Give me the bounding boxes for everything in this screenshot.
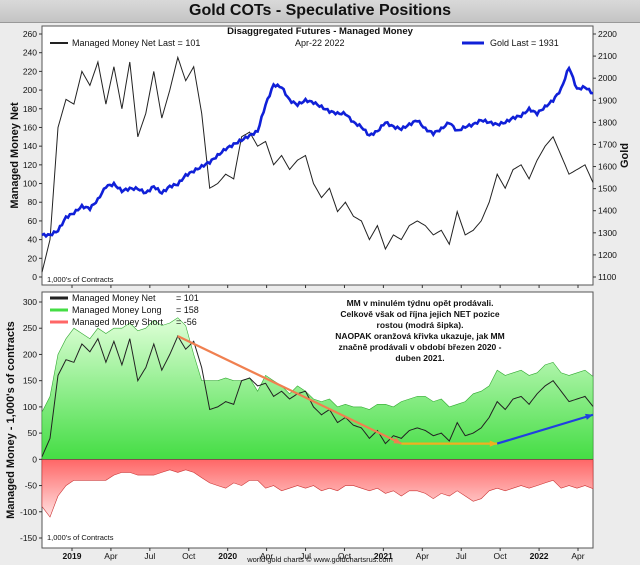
- legend-gold-label: Gold Last = 1931: [490, 38, 559, 48]
- x-tick-label: Oct: [182, 551, 196, 561]
- top-units-note: 1,000's of Contracts: [47, 275, 114, 284]
- top-right-tick-label: 1300: [598, 228, 617, 238]
- bottom-legend-label: Managed Money Long: [72, 305, 162, 315]
- chart-title: Gold COTs - Speculative Positions: [0, 0, 640, 23]
- top-date-label: Apr-22 2022: [295, 38, 345, 48]
- bottom-tick-label: 50: [28, 428, 38, 438]
- top-left-tick-label: 200: [23, 85, 37, 95]
- top-left-tick-label: 240: [23, 48, 37, 58]
- bottom-tick-label: 250: [23, 323, 37, 333]
- top-right-tick-label: 2100: [598, 51, 617, 61]
- annotation-line: duben 2021.: [395, 353, 444, 363]
- annotation-line: značně prodávali v období březen 2020 -: [339, 342, 502, 352]
- top-right-tick-label: 1100: [598, 272, 617, 282]
- x-tick-label: Oct: [338, 551, 352, 561]
- arrowhead-orange: [393, 437, 402, 444]
- x-tick-label: 2021: [374, 551, 393, 561]
- annotation-line: MM v minulém týdnu opět prodávali.: [347, 298, 494, 308]
- x-tick-label: Apr: [571, 551, 584, 561]
- x-tick-label: Jul: [144, 551, 155, 561]
- annotation-line: rostou (modrá šipka).: [377, 320, 464, 330]
- mm-net-line-top: [41, 55, 594, 273]
- arrowhead-yellow: [489, 440, 498, 447]
- bottom-tick-label: 0: [32, 454, 37, 464]
- top-right-tick-label: 1400: [598, 206, 617, 216]
- top-ylabel-right: Gold: [619, 143, 631, 168]
- arrow-blue: [496, 413, 594, 445]
- x-tick-label: Apr: [260, 551, 273, 561]
- top-left-tick-label: 120: [23, 160, 37, 170]
- top-right-tick-label: 1200: [598, 250, 617, 260]
- x-tick-label: Jul: [300, 551, 311, 561]
- bottom-tick-label: 200: [23, 349, 37, 359]
- top-left-tick-label: 260: [23, 29, 37, 39]
- top-left-tick-label: 40: [28, 235, 38, 245]
- top-right-tick-label: 1800: [598, 117, 617, 127]
- top-left-tick-label: 220: [23, 66, 37, 76]
- x-tick-label: Apr: [104, 551, 117, 561]
- arrowhead-blue: [585, 413, 593, 420]
- top-subtitle: Disaggregated Futures - Managed Money: [227, 26, 414, 37]
- gold-price-line: [41, 65, 594, 239]
- bottom-legend-label: Managed Money Net: [72, 293, 156, 303]
- top-left-tick-label: 140: [23, 141, 37, 151]
- top-right-tick-label: 1700: [598, 139, 617, 149]
- mm-short-area: [41, 459, 594, 518]
- mm-long-area: [41, 317, 594, 460]
- x-tick-label: Oct: [494, 551, 508, 561]
- bottom-tick-label: 150: [23, 376, 37, 386]
- bottom-units-note: 1,000's of Contracts: [47, 533, 114, 542]
- top-left-tick-label: 80: [28, 197, 38, 207]
- legend-mm-net-label: Managed Money Net Last = 101: [72, 38, 200, 48]
- bottom-legend-value: = 158: [176, 305, 199, 315]
- top-ylabel-left: Managed Money Net: [9, 102, 21, 209]
- annotation-line: Celkově však od října jejich NET pozice: [340, 309, 499, 319]
- bottom-ylabel: Managed Money - 1,000's of contracts: [5, 321, 17, 519]
- top-left-tick-label: 20: [28, 253, 38, 263]
- footer-credit: world gold charts © www.goldchartsrus.co…: [246, 555, 393, 564]
- x-tick-label: 2019: [63, 551, 82, 561]
- bottom-legend-value: = 101: [176, 293, 199, 303]
- bottom-tick-label: -150: [20, 533, 37, 543]
- bottom-legend-value: = -56: [176, 317, 197, 327]
- top-left-tick-label: 100: [23, 179, 37, 189]
- bottom-tick-label: 100: [23, 402, 37, 412]
- bottom-tick-label: 300: [23, 297, 37, 307]
- bottom-legend-label: Managed Money Short: [72, 317, 164, 327]
- top-right-tick-label: 1900: [598, 95, 617, 105]
- arrow-orange: [177, 335, 402, 445]
- top-right-tick-label: 1500: [598, 184, 617, 194]
- mm-net-line-bottom: [41, 335, 594, 457]
- top-left-tick-label: 180: [23, 104, 37, 114]
- top-left-tick-label: 0: [32, 272, 37, 282]
- x-tick-label: 2022: [530, 551, 549, 561]
- annotation-line: NAOPAK oranžová křivka ukazuje, jak MM: [335, 331, 504, 341]
- top-left-tick-label: 60: [28, 216, 38, 226]
- bottom-tick-label: -100: [20, 507, 37, 517]
- top-right-tick-label: 2000: [598, 73, 617, 83]
- top-right-tick-label: 1600: [598, 162, 617, 172]
- top-plot-area: [41, 25, 594, 286]
- x-tick-label: 2020: [218, 551, 237, 561]
- x-tick-label: Apr: [416, 551, 429, 561]
- top-left-tick-label: 160: [23, 122, 37, 132]
- x-tick-label: Jul: [456, 551, 467, 561]
- top-right-tick-label: 2200: [598, 29, 617, 39]
- bottom-tick-label: -50: [25, 481, 38, 491]
